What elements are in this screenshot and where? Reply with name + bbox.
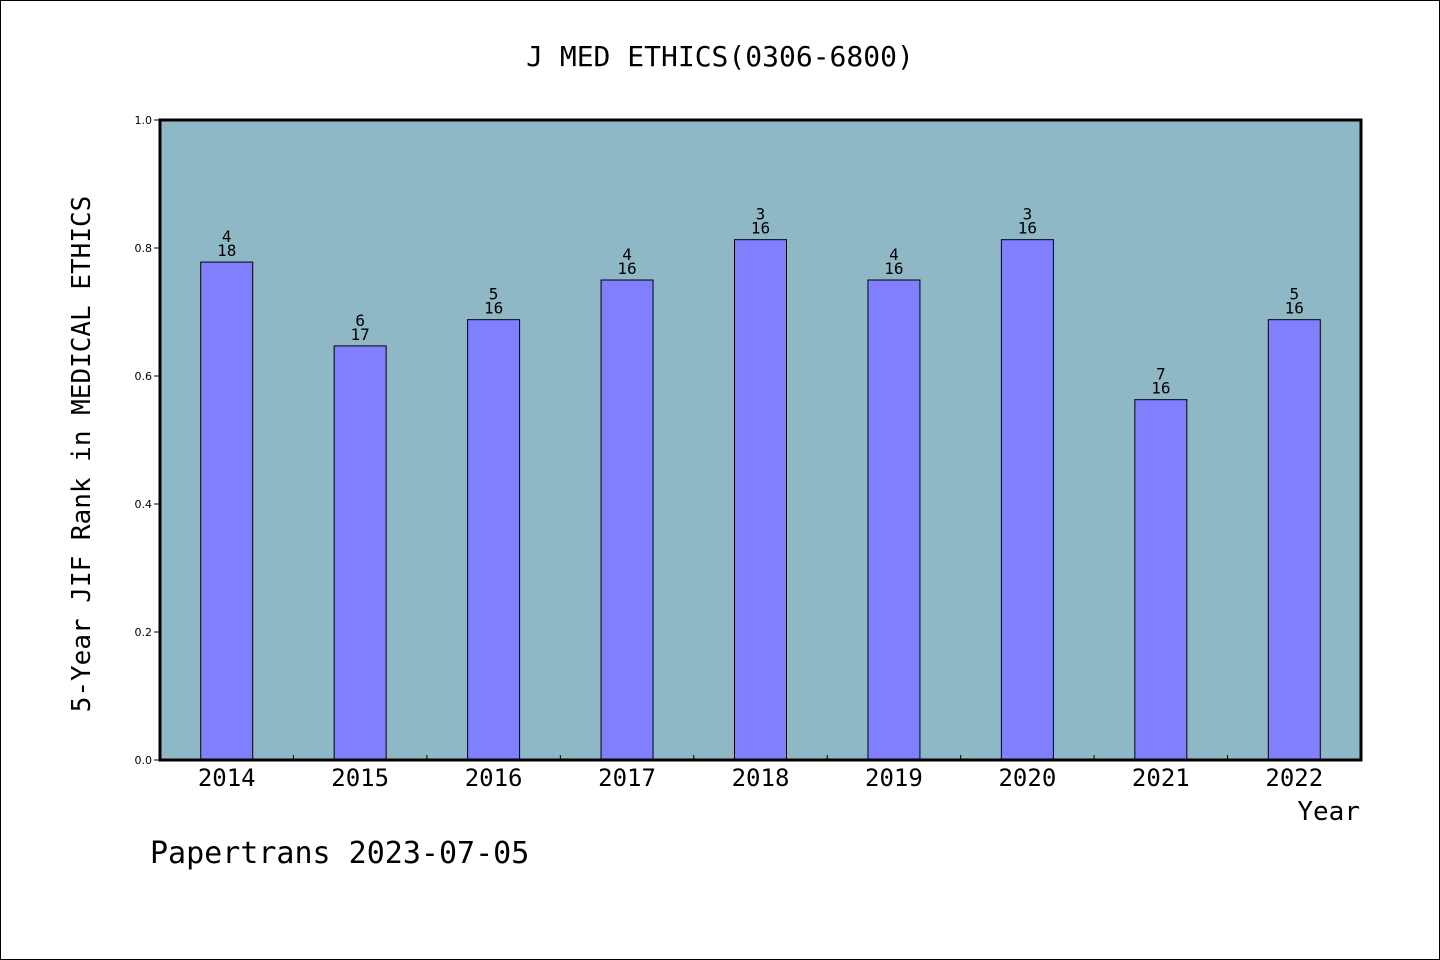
x-tick-label: 2016 xyxy=(465,764,523,792)
bar-2021 xyxy=(1134,399,1188,761)
chart-title: J MED ETHICS(0306-6800) xyxy=(526,40,914,73)
footer-text: Papertrans 2023-07-05 xyxy=(150,836,529,871)
bar-total-label: 17 xyxy=(351,325,370,344)
x-tick-label: 2015 xyxy=(331,764,389,792)
bar-total-label: 16 xyxy=(884,259,903,278)
y-tick-label: 0.4 xyxy=(135,498,153,511)
bar-total-label: 18 xyxy=(217,241,236,260)
bar-rank-label: 4 xyxy=(622,245,632,264)
bar-2016 xyxy=(467,319,521,761)
x-tick-label: 2022 xyxy=(1265,764,1323,792)
bar-total-label: 16 xyxy=(484,299,503,318)
bar-2019 xyxy=(867,279,921,761)
bar-rank-label: 7 xyxy=(1156,365,1166,384)
bar-rank-label: 3 xyxy=(756,205,766,224)
bar-rank-label: 6 xyxy=(355,311,365,330)
plot-border xyxy=(158,118,1363,762)
bar-2015 xyxy=(333,345,387,761)
bar-2014 xyxy=(200,261,254,761)
bar-rank-label: 3 xyxy=(1023,205,1033,224)
bar-rank-label: 4 xyxy=(889,245,899,264)
x-tick-label: 2021 xyxy=(1132,764,1190,792)
y-tick-label: 0.2 xyxy=(135,626,153,639)
bar-2018 xyxy=(734,239,787,761)
bar-total-label: 16 xyxy=(1018,219,1037,238)
x-axis-label: Year xyxy=(1297,797,1360,827)
bar-total-label: 16 xyxy=(1151,379,1170,398)
y-tick-label: 1.0 xyxy=(135,114,153,127)
bar-total-label: 16 xyxy=(617,259,636,278)
y-axis-label: 5-Year JIF Rank in MEDICAL ETHICS xyxy=(67,196,97,713)
y-tick-label: 0.8 xyxy=(135,242,153,255)
bar-total-label: 16 xyxy=(1285,299,1304,318)
x-tick-label: 2019 xyxy=(865,764,923,792)
y-tick-label: 0.6 xyxy=(135,370,153,383)
bar-2017 xyxy=(600,279,654,761)
bar-rank-label: 4 xyxy=(222,227,232,246)
bar-2020 xyxy=(1000,239,1054,761)
bar-rank-label: 5 xyxy=(1289,285,1299,304)
x-tick-label: 2014 xyxy=(198,764,256,792)
bar-rank-label: 5 xyxy=(489,285,499,304)
x-tick-label: 2020 xyxy=(998,764,1056,792)
x-tick-label: 2017 xyxy=(598,764,656,792)
bar-2022 xyxy=(1267,319,1321,761)
x-tick-label: 2018 xyxy=(732,764,790,792)
bar-total-label: 16 xyxy=(751,219,770,238)
y-tick-label: 0.0 xyxy=(135,754,153,767)
